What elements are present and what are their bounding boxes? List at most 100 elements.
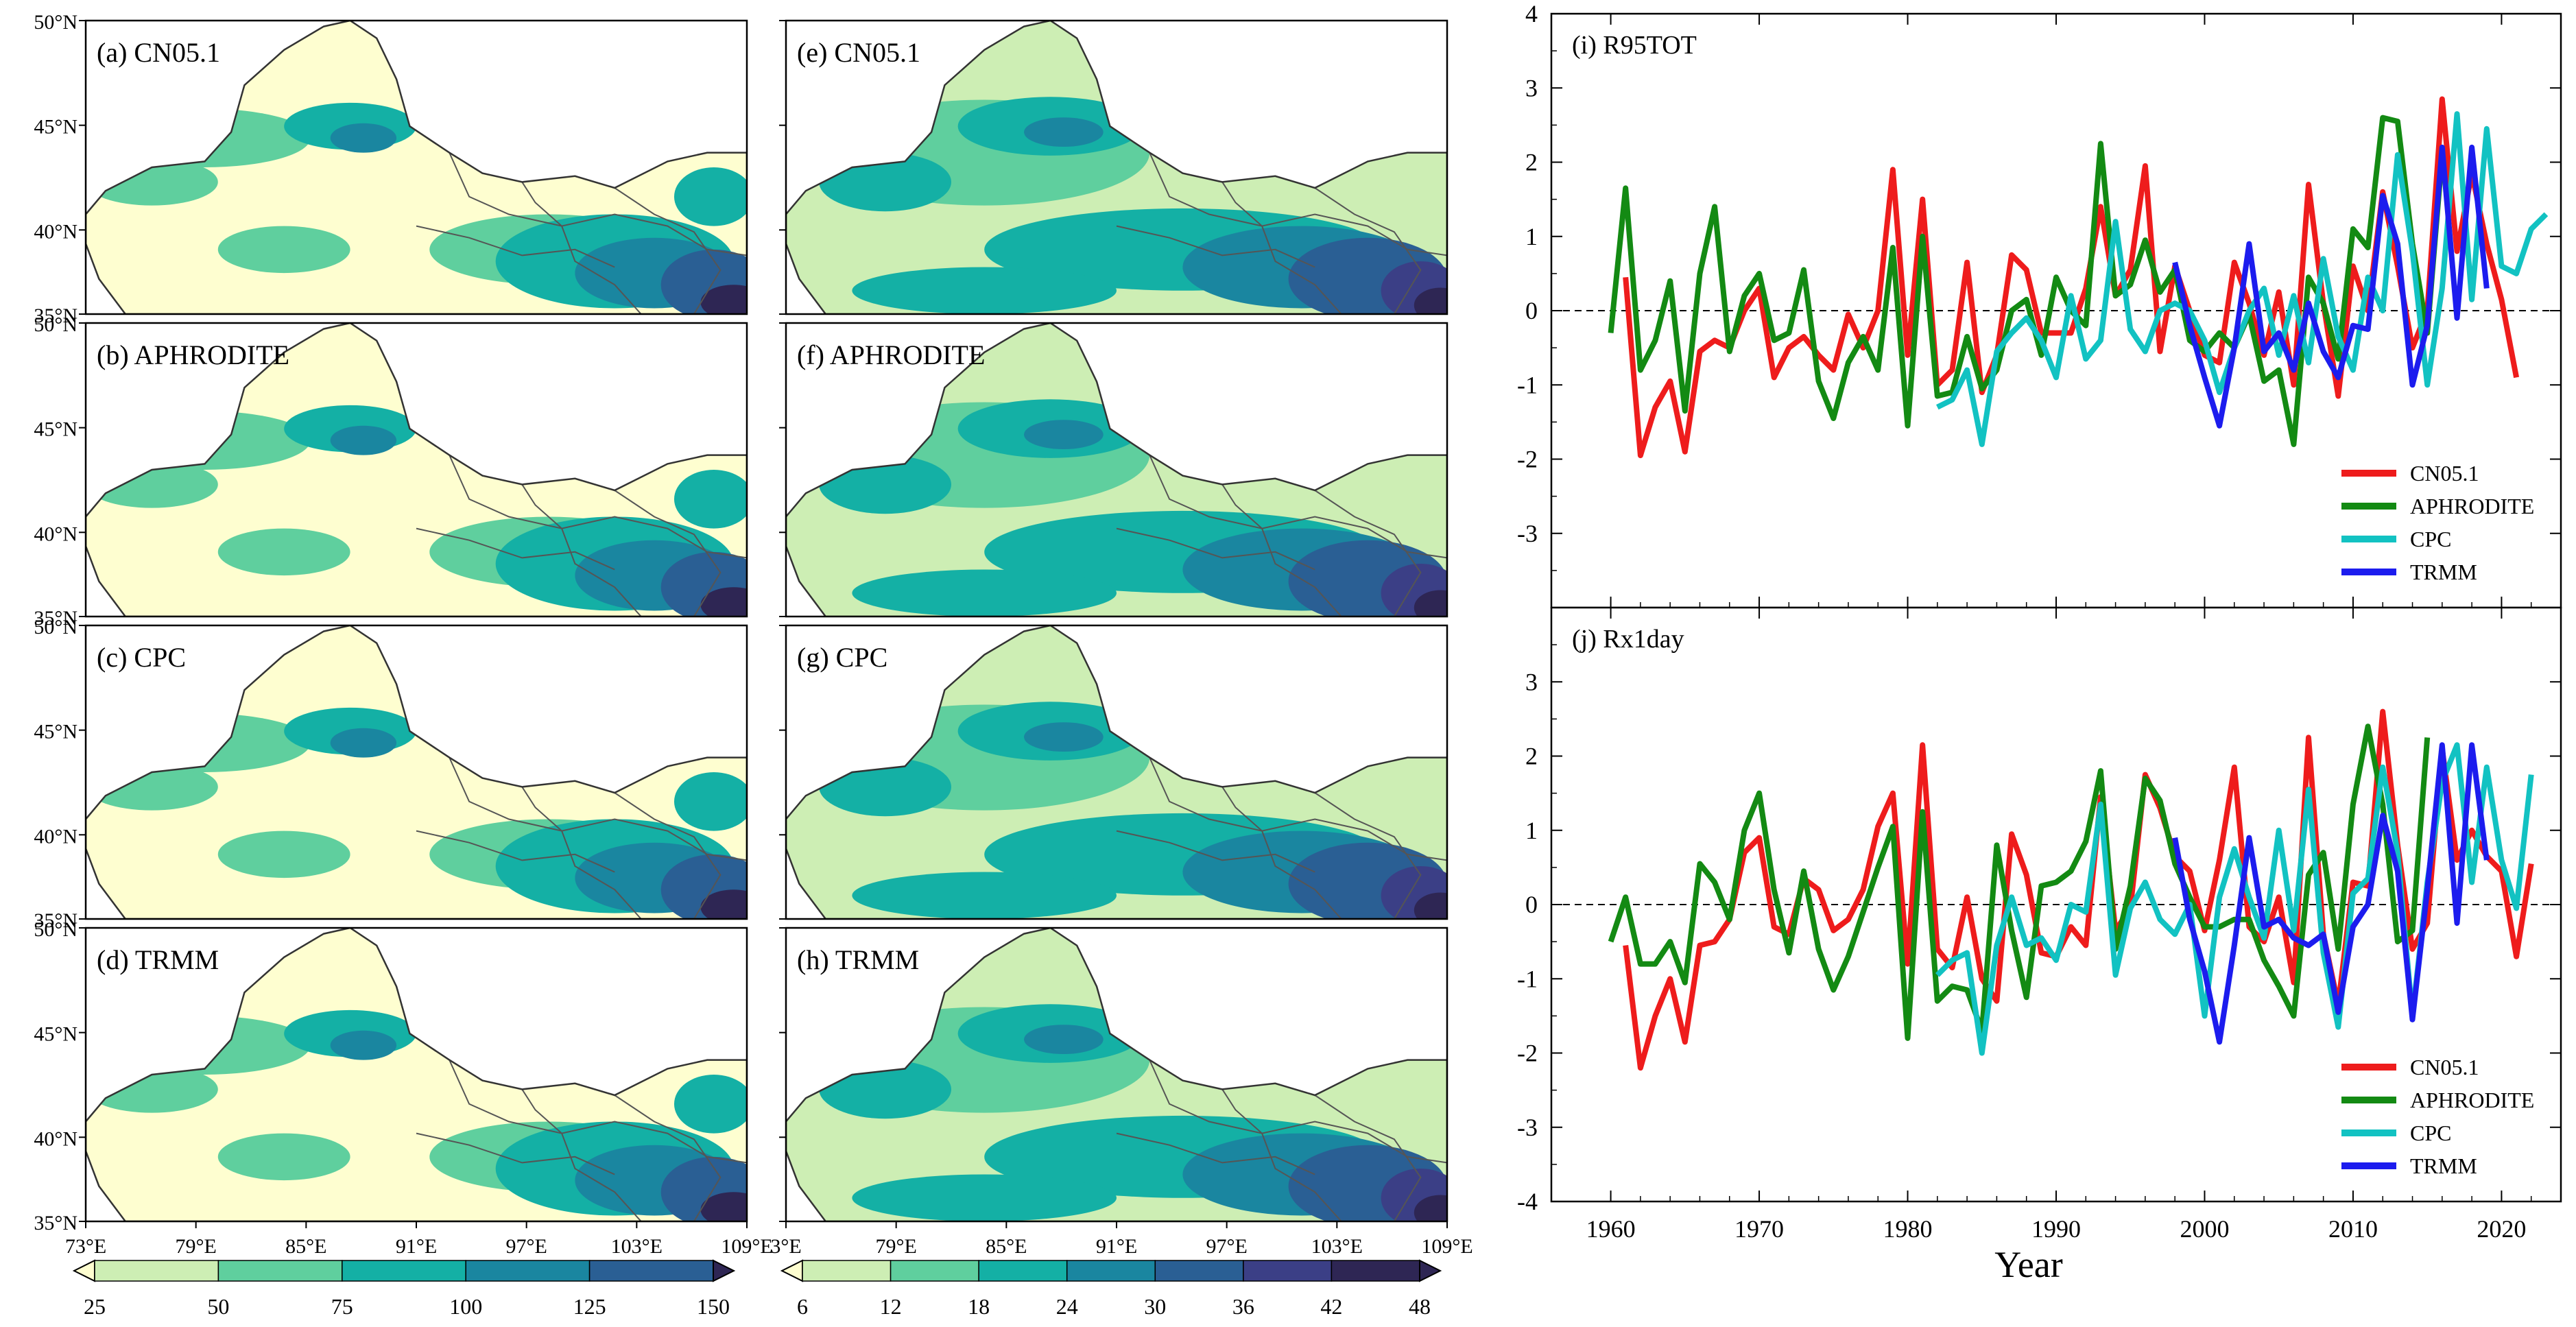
contour-region [1414,590,1447,617]
province-boundary [1116,1132,1315,1175]
lat-tick-label: 50°N [34,11,77,34]
province-boundary [1149,455,1447,559]
map-panels: (a) CN05.1 50°N 45°N 40°N 35°N (b) APHRODITE 5… [34,11,1472,1258]
line-chart-panel: -4 -3 -2 -1 0 1 2 3 1960 1970 1980 1990 2000 2010 2020… [1517,606,2562,1285]
province-boundary [416,1132,615,1175]
lat-tick-label: 50°N [34,918,77,941]
colorbar-level-label: 36 [1232,1294,1254,1319]
map-panel-frame [84,624,748,920]
panel-title: (j) Rx1day [1572,625,1684,654]
colorbar-level-label: 42 [1320,1294,1342,1319]
x-tick-label: 1960 [1586,1215,1636,1243]
lat-tick-label: 35°N [34,909,77,932]
province-boundary [1221,181,1263,227]
colorbar-level-label: 125 [573,1294,606,1319]
province-boundary [1221,483,1263,529]
contour-region [217,528,350,576]
panel-title: (i) R95TOT [1572,31,1697,60]
series-line [1623,708,2534,1071]
contour-region [819,757,951,817]
country-outline [86,323,747,617]
line-chart-panel: -3 -2 -1 0 1 2 3 4 (i) R95TOT CN05.1 APHRODITE CPC T… [1517,0,2562,609]
province-boundary [1261,1133,1342,1221]
map-panel-label: (b) APHRODITE [97,339,289,370]
province-boundary [1116,225,1315,268]
colorbar-bin [588,1260,714,1282]
contour-region [1024,117,1104,147]
y-tick-label: 3 [1525,74,1538,101]
y-tick-label: -3 [1517,520,1538,547]
contour-region [1024,1025,1104,1055]
x-tick-label: 1970 [1734,1215,1784,1243]
lon-tick-label: 97°E [506,1235,547,1258]
province-boundary [1149,757,1447,861]
legend-label: APHRODITE [2410,1088,2534,1112]
map-panel: (c) CPC 50°N 45°N 40°N 35°N [34,616,748,932]
province-boundary [449,1060,747,1164]
province-boundary [561,830,642,919]
province-boundary [614,490,721,617]
colorbar-high-arrow [713,1259,736,1282]
x-tick-label: 2000 [2180,1215,2229,1243]
province-boundary [449,152,747,256]
lon-tick-label: 91°E [396,1235,437,1258]
lon-tick-label: 85°E [285,1235,326,1258]
lat-tick-label: 35°N [34,1212,77,1234]
lat-tick-label: 40°N [34,1127,77,1150]
y-tick-label: -1 [1517,965,1538,992]
province-boundary [614,792,721,919]
province-boundary [416,830,615,873]
contour-region [819,1060,951,1119]
contour-region [673,469,747,529]
colorbar-bin [1331,1260,1420,1282]
lon-tick-label: 103°E [611,1235,663,1258]
lon-tick-label: 109°E [721,1235,772,1258]
y-tick-label: 1 [1525,223,1538,250]
contour-region [700,587,747,617]
x-tick-label: 1990 [2031,1215,2081,1243]
colorbar-bin [802,1260,892,1282]
lon-tick-label: 109°E [1421,1235,1472,1258]
colorbar-level-label: 75 [331,1294,353,1319]
colorbar-bin [94,1260,219,1282]
country-outline [786,625,1447,919]
series-line [1608,724,2431,1041]
map-panel-frame [785,19,1448,315]
colorbar-level-label: 12 [880,1294,902,1319]
y-tick-label: -1 [1517,371,1538,398]
province-boundary [521,786,562,832]
contour-region [700,889,747,919]
province-boundary [561,1133,642,1221]
province-boundary [1221,786,1263,832]
province-boundary [614,187,721,314]
province-boundary [416,225,615,268]
colorbar-bin [1243,1260,1333,1282]
contour-region [330,425,397,455]
contour-region [1414,1195,1447,1221]
province-boundary [416,527,615,571]
colorbar-bin [465,1260,591,1282]
province-boundary [1314,490,1422,617]
x-axis-label: Year [1994,1244,2063,1285]
map-panel-frame [84,19,748,315]
x-tick-label: 2020 [2477,1215,2526,1243]
contour-region [1024,420,1104,450]
lat-tick-label: 40°N [34,523,77,545]
legend-label: CPC [2410,1121,2451,1145]
y-tick-label: -2 [1517,1040,1538,1067]
province-boundary [614,1095,721,1221]
country-outline [786,323,1447,617]
y-tick-label: 0 [1525,297,1538,324]
colorbar-bin [1154,1260,1244,1282]
colorbar: 25 50 75 100 125 150 [72,1259,736,1319]
colorbar-level-label: 100 [449,1294,482,1319]
time-series-panels: -3 -2 -1 0 1 2 3 4 (i) R95TOT CN05.1 APHRODITE CPC T… [1517,0,2562,1285]
colorbar: 6 12 18 24 30 36 42 48 [780,1259,1442,1319]
map-panel-frame [785,624,1448,920]
contour-region [1414,287,1447,314]
contour-region [852,1174,1117,1221]
colorbar-level-label: 6 [797,1294,808,1319]
x-tick-label: 2010 [2328,1215,2378,1243]
series-line [1936,111,2549,447]
y-tick-label: 2 [1525,149,1538,176]
